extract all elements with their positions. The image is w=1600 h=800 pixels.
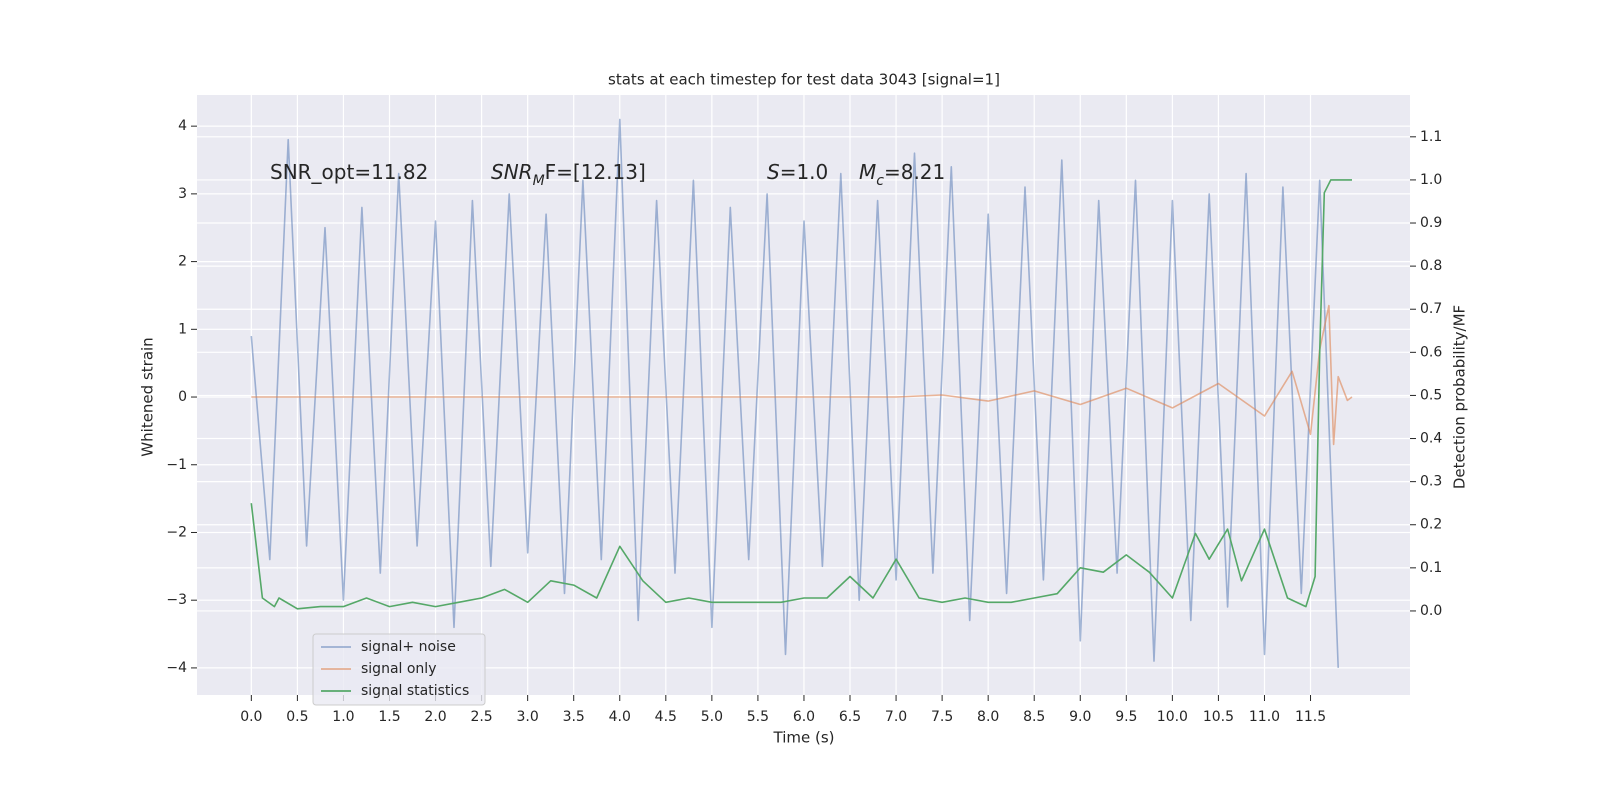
x-tick-label: 9.0 — [1069, 709, 1091, 725]
annotation-part: =1.0 — [780, 160, 829, 184]
y-tick-label: −3 — [166, 592, 187, 608]
x-tick-label: 10.5 — [1203, 709, 1234, 725]
y2-tick-label: 0.3 — [1420, 474, 1442, 490]
series-line — [251, 304, 1353, 446]
y-tick-label: 3 — [178, 186, 187, 202]
x-axis-label: Time (s) — [773, 729, 835, 747]
y-axis-label: Whitened strain — [139, 337, 157, 456]
annotation-part: M — [859, 160, 876, 184]
x-tick-label: 6.5 — [839, 709, 861, 725]
y2-tick-label: 0.8 — [1420, 258, 1442, 274]
y2-tick-label: 1.0 — [1420, 172, 1442, 188]
annotation-part: S — [767, 160, 780, 184]
annotation: SNRMF=[12.13] — [491, 160, 646, 190]
x-tick-label: 11.0 — [1249, 709, 1280, 725]
series-line — [250, 118, 1339, 668]
x-tick-label: 2.5 — [470, 709, 492, 725]
y-tick-label: 1 — [178, 321, 187, 337]
legend-box — [312, 633, 486, 706]
x-tick-label: 4.0 — [609, 709, 631, 725]
y-tick-label: 4 — [178, 118, 187, 134]
y-tick-label: 2 — [178, 254, 187, 270]
annotation-part: =8.21 — [884, 160, 945, 184]
x-tick-label: 1.5 — [378, 709, 400, 725]
x-tick-label: 3.5 — [563, 709, 585, 725]
y2-tick-label: 0.4 — [1420, 431, 1442, 447]
legend-label: signal statistics — [361, 683, 469, 699]
annotation-part: M — [533, 173, 545, 189]
y2-tick-label: 0.0 — [1420, 603, 1442, 619]
x-tick-label: 11.5 — [1295, 709, 1326, 725]
x-tick-label: 6.0 — [793, 709, 815, 725]
y2-tick-label: 0.9 — [1420, 215, 1442, 231]
y-tick-label: −2 — [166, 524, 187, 540]
x-tick-label: 0.0 — [240, 709, 262, 725]
annotation: Mc=8.21 — [859, 160, 945, 190]
y2-tick-label: 0.7 — [1420, 301, 1442, 317]
x-tick-label: 1.0 — [332, 709, 354, 725]
annotation: SNR_opt=11.82 — [270, 160, 428, 184]
x-tick-label: 5.0 — [701, 709, 723, 725]
y2-tick-label: 0.5 — [1420, 387, 1442, 403]
annotation: S=1.0 — [767, 160, 828, 184]
x-tick-label: 2.0 — [424, 709, 446, 725]
x-tick-label: 0.5 — [286, 709, 308, 725]
x-tick-label: 8.5 — [1023, 709, 1045, 725]
annotation-part: SNR_opt=11.82 — [270, 160, 428, 184]
chart-title: stats at each timestep for test data 304… — [608, 71, 1000, 89]
x-tick-label: 7.5 — [931, 709, 953, 725]
x-tick-label: 4.5 — [655, 709, 677, 725]
y2-axis-label: Detection probability/MF — [1451, 305, 1469, 489]
annotation-part: F=[12.13] — [545, 160, 646, 184]
legend-label: signal+ noise — [361, 639, 456, 655]
x-tick-label: 9.5 — [1115, 709, 1137, 725]
x-tick-label: 10.0 — [1157, 709, 1188, 725]
y2-tick-label: 0.1 — [1420, 560, 1442, 576]
annotation-part: c — [876, 173, 884, 189]
y2-tick-label: 0.2 — [1420, 517, 1442, 533]
series-line — [250, 179, 1352, 610]
y2-tick-label: 0.6 — [1420, 344, 1442, 360]
x-tick-label: 5.5 — [747, 709, 769, 725]
x-tick-label: 7.0 — [885, 709, 907, 725]
x-tick-label: 3.0 — [517, 709, 539, 725]
y-tick-label: −4 — [166, 660, 187, 676]
y-tick-label: −1 — [166, 457, 187, 473]
y-tick-label: 0 — [178, 389, 187, 405]
legend-label: signal only — [361, 661, 436, 677]
y2-tick-label: 1.1 — [1420, 129, 1442, 145]
annotation-part: SNR — [491, 160, 533, 184]
x-tick-label: 8.0 — [977, 709, 999, 725]
